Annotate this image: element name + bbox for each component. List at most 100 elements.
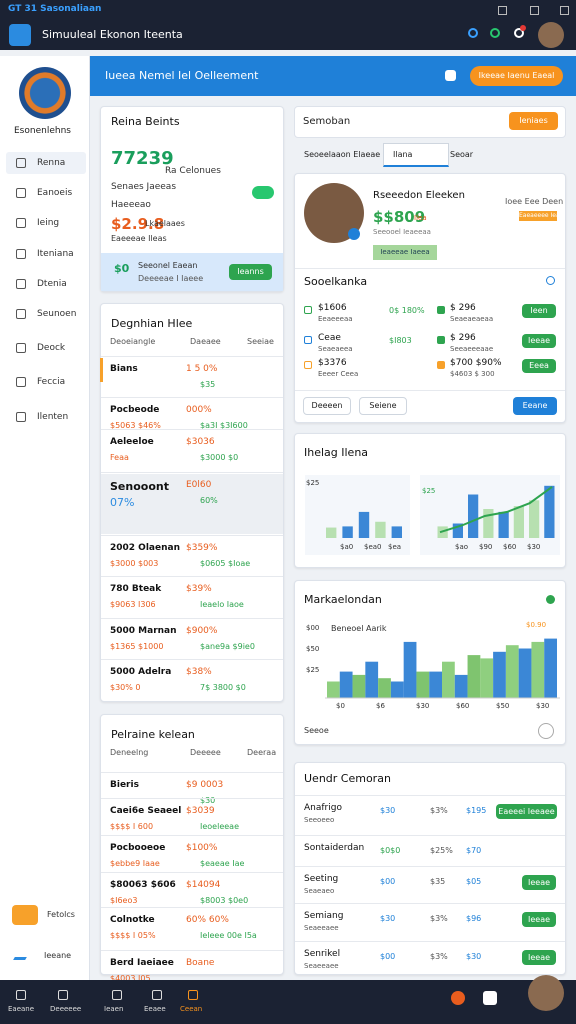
list2-card	[100, 714, 284, 975]
stock-value: $3376	[318, 358, 347, 368]
nav-item[interactable]: Deock	[37, 343, 66, 353]
stock-button[interactable]: Ieeae	[522, 334, 556, 348]
x-label: $ea0	[364, 543, 382, 551]
row-name: 780 Bteak	[110, 584, 162, 594]
nav-item[interactable]: Dtenia	[37, 279, 67, 289]
tab[interactable]: Seoeelaaon Elaeae	[304, 150, 381, 159]
nav-item[interactable]: Seunoen	[37, 309, 77, 319]
tab[interactable]: Seoar	[450, 150, 474, 159]
card-title: Degnhian Hlee	[111, 317, 193, 330]
bar	[326, 527, 337, 538]
window-control[interactable]	[530, 6, 539, 15]
row-divider	[295, 835, 565, 836]
stock-sub: Seaeaeea	[318, 345, 353, 353]
bar	[403, 641, 417, 698]
banner-button[interactable]: Ieanns	[229, 264, 272, 280]
bar	[327, 681, 340, 698]
row-sub: $9063 I306	[110, 600, 156, 609]
row-divider	[295, 795, 565, 796]
bottom-label[interactable]: Eeaee	[144, 1005, 166, 1013]
stock-button[interactable]: Ieen	[522, 304, 556, 318]
row-note: Ieoeleeae	[200, 822, 239, 831]
vendor-sub: Seaeeaee	[304, 962, 339, 970]
row-name: Senooont	[110, 480, 169, 493]
bottom-label[interactable]: Deeeeee	[50, 1005, 82, 1013]
row-divider	[101, 397, 283, 398]
sidebar	[0, 56, 90, 980]
sidebar-bottom[interactable]: Ieeane	[44, 951, 72, 960]
row-name: 5000 Marnan	[110, 626, 177, 636]
nav-item[interactable]: Iteniana	[37, 249, 74, 259]
row-sub: 07%	[110, 496, 135, 509]
trend-line	[439, 486, 553, 534]
tab[interactable]: Ilana	[393, 150, 413, 159]
nav-item[interactable]: Renna	[37, 158, 66, 168]
bottom-icon[interactable]	[16, 990, 26, 1000]
bottom-bar	[0, 980, 576, 1024]
vendor-button[interactable]: Ieeae	[522, 950, 556, 965]
vendor-b: $3%	[430, 914, 448, 923]
bottom-avatar	[528, 975, 564, 1011]
vendor-button[interactable]: Ieeae	[522, 875, 556, 890]
bar	[339, 671, 353, 698]
toolbar-icon[interactable]	[468, 28, 478, 38]
refresh-icon[interactable]	[546, 276, 555, 285]
chart-icon[interactable]	[538, 723, 554, 739]
action-button[interactable]: Seiene	[359, 397, 407, 415]
toolbar-icon[interactable]	[490, 28, 500, 38]
stock-sub: Eeeer Ceea	[318, 370, 359, 378]
window-control[interactable]	[560, 6, 569, 15]
bottom-label[interactable]: Ieaen	[104, 1005, 124, 1013]
row-accent	[100, 358, 103, 382]
row-divider	[101, 429, 283, 430]
nav-item[interactable]: Feccia	[37, 377, 66, 387]
bar	[480, 658, 494, 698]
bar	[429, 671, 442, 698]
bar	[493, 651, 506, 698]
x-label: $ao	[455, 543, 469, 551]
vendor-button[interactable]: Eaeeei Ieeaee	[496, 804, 557, 819]
bar	[391, 526, 402, 538]
row-sub: $3000 $003	[110, 559, 159, 568]
row-value: $3039	[186, 806, 215, 816]
bar	[468, 494, 479, 538]
search-button[interactable]: Ieniaes	[509, 112, 558, 130]
row-sub: $30% 0	[110, 683, 141, 692]
action-button[interactable]: Eeane	[513, 397, 557, 415]
profile-line: Seeooel Ieaeeaa	[373, 228, 431, 236]
sidebar-bottom[interactable]: Fetolcs	[47, 910, 75, 919]
row-value: E0l60	[186, 480, 212, 490]
toolbar-icon[interactable]	[514, 28, 524, 38]
profile-right: Ioee Eee Deen	[505, 197, 564, 206]
vendor-a: $30	[380, 806, 396, 815]
sidebar-button[interactable]	[12, 905, 38, 925]
bottom-label[interactable]: Eaeane	[8, 1005, 35, 1013]
bottom-icon[interactable]	[188, 990, 198, 1000]
bar	[342, 526, 353, 538]
x-label: $60	[503, 543, 517, 551]
vendor-button[interactable]: Ieeae	[522, 912, 556, 927]
stock-right: $ 296	[450, 333, 476, 343]
window-control[interactable]	[498, 6, 507, 15]
header-button[interactable]: Ikeeae Iaenu Eaeal	[470, 66, 563, 86]
nav-item[interactable]: Ilenten	[37, 412, 69, 422]
nav-active	[6, 152, 86, 174]
bottom-icon[interactable]	[58, 990, 68, 1000]
summary-note: Lkaelaaes	[145, 219, 185, 228]
bottom-icon[interactable]	[112, 990, 122, 1000]
stock-button[interactable]: Eeea	[522, 359, 556, 373]
bottom-icon[interactable]	[152, 990, 162, 1000]
bar	[544, 638, 557, 698]
row-note: $eaeae Iae	[200, 859, 245, 868]
y-label: $50	[306, 645, 320, 653]
summary-value: 77239	[111, 148, 174, 169]
stock-icon	[304, 361, 312, 369]
stock-value: $1606	[318, 303, 347, 313]
chart-footer: Seeoe	[304, 726, 329, 735]
vendor-name: Seeting	[304, 874, 339, 884]
action-button[interactable]: Deeeen	[303, 397, 351, 415]
nav-item[interactable]: Eanoeis	[37, 188, 73, 198]
nav-item[interactable]: Ieing	[37, 218, 60, 228]
axis-label: $25	[422, 487, 436, 495]
bottom-label[interactable]: Ceean	[180, 1005, 203, 1013]
